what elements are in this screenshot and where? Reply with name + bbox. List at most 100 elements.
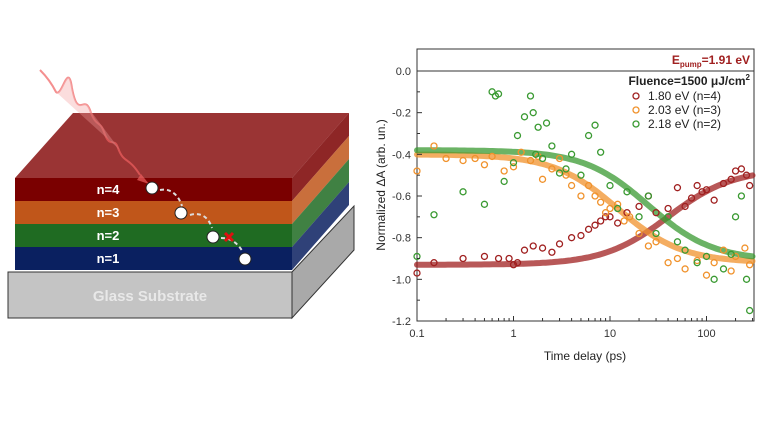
data-point-series-2 — [555, 169, 564, 177]
data-point-series-1 — [673, 254, 682, 263]
data-point-series-1 — [606, 204, 614, 213]
data-point-series-2 — [538, 154, 547, 163]
y-axis-label: Normalized ΔA (arb. un.) — [374, 119, 388, 250]
data-point-series-2 — [635, 213, 643, 221]
layer-side-n=3 — [292, 136, 349, 224]
data-point-series-0 — [430, 259, 438, 267]
data-point-series-2 — [567, 150, 576, 158]
data-point-series-2 — [664, 213, 672, 221]
data-point-series-2 — [710, 275, 718, 283]
legend-marker — [632, 106, 640, 114]
data-point-series-2 — [737, 192, 746, 200]
data-point-series-2 — [746, 306, 754, 315]
layer-front-n=3 — [15, 201, 292, 224]
data-point-series-1 — [693, 256, 701, 265]
data-point-series-2 — [480, 200, 489, 208]
layer-side-n=2 — [292, 159, 349, 247]
data-point-series-1 — [459, 156, 467, 165]
data-point-series-2 — [584, 131, 593, 140]
data-point-series-1 — [596, 198, 605, 206]
data-point-series-2 — [613, 204, 622, 213]
data-point-series-1 — [601, 209, 610, 217]
data-point-series-1 — [517, 148, 525, 156]
data-point-series-0 — [520, 246, 529, 254]
data-point-series-2 — [577, 171, 585, 179]
layer-label: n=2 — [97, 228, 120, 243]
data-point-series-0 — [727, 175, 735, 183]
data-point-series-2 — [529, 109, 537, 117]
data-point-series-1 — [710, 259, 718, 267]
data-point-series-0 — [737, 165, 746, 173]
data-point-series-0 — [567, 234, 576, 242]
layer-label: n=3 — [97, 205, 120, 220]
data-point-series-1 — [509, 163, 518, 171]
data-point-series-0 — [513, 259, 522, 267]
data-point-series-1 — [652, 238, 660, 246]
chart: 0.0 -0.2 -0.4 -0.6 -0.8 -1.0 -1.20.1 1 10 100 Epu… — [374, 48, 756, 363]
data-point-series-1 — [567, 181, 576, 190]
layer-side-n=1 — [292, 182, 349, 270]
data-point-series-1 — [613, 200, 622, 208]
data-point-series-0 — [413, 269, 421, 277]
data-point-series-2 — [520, 113, 529, 121]
data-point-series-1 — [681, 265, 689, 273]
data-point-series-1 — [500, 167, 508, 175]
data-point-series-1 — [746, 261, 754, 269]
data-point-series-2 — [719, 265, 728, 273]
data-point-series-2 — [652, 229, 660, 238]
blocked-x-icon — [223, 231, 235, 243]
data-point-series-1 — [727, 267, 735, 275]
data-point-series-0 — [719, 179, 728, 188]
data-point-series-1 — [719, 246, 728, 254]
data-point-series-0 — [480, 252, 489, 261]
y-tick-label: -1.2 — [392, 316, 411, 328]
data-point-series-2 — [591, 121, 599, 129]
data-point-series-0 — [596, 217, 605, 225]
layer-side-n=4 — [292, 113, 349, 201]
data-point-series-0 — [742, 171, 751, 179]
data-point-series-1 — [741, 244, 749, 252]
data-point-series-0 — [509, 261, 518, 269]
x-tick-label: 1 — [510, 328, 516, 340]
data-point-series-2 — [500, 177, 508, 186]
plot-frame — [416, 48, 755, 322]
data-point-series-2 — [509, 159, 518, 167]
y-tick-label: -0.2 — [392, 108, 411, 120]
fluence-text: Fluence=1500 μJ/cm — [628, 74, 745, 88]
carrier-path — [145, 181, 252, 266]
fluence-sup: 2 — [746, 73, 751, 82]
data-point-series-2 — [413, 252, 421, 261]
pump-annotation: Epump=1.91 eV — [672, 53, 750, 69]
data-point-series-1 — [526, 156, 535, 165]
legend-marker — [632, 92, 640, 100]
data-point-series-2 — [494, 90, 503, 98]
data-point-series-1 — [664, 259, 672, 267]
y-tick-label: -0.6 — [392, 191, 411, 203]
data-point-series-1 — [644, 242, 653, 250]
data-point-series-0 — [687, 194, 696, 202]
carrier-n3 — [174, 206, 188, 220]
data-point-series-0 — [494, 254, 503, 263]
data-point-series-0 — [731, 167, 740, 175]
data-point-series-1 — [620, 217, 628, 225]
data-point-series-0 — [613, 219, 622, 227]
data-point-series-1 — [591, 192, 599, 200]
data-point-series-0 — [601, 213, 610, 221]
data-point-series-1 — [430, 142, 438, 150]
data-point-series-0 — [702, 186, 711, 194]
data-point-series-1 — [577, 192, 585, 200]
data-point-series-0 — [710, 196, 718, 204]
data-point-series-2 — [727, 250, 735, 258]
layer-label: n=4 — [97, 182, 121, 197]
fit-line-2 — [414, 147, 756, 260]
data-point-series-1 — [488, 152, 496, 161]
legend: 1.80 eV (n=4)2.03 eV (n=3)2.18 eV (n=2) — [632, 89, 721, 131]
legend-marker — [632, 120, 640, 128]
data-point-series-1 — [538, 175, 547, 183]
fluence-annotation: Fluence=1500 μJ/cm2 — [628, 73, 750, 88]
legend-label: 2.18 eV (n=2) — [648, 117, 721, 131]
layer-front-n=1 — [15, 247, 292, 270]
data-point-series-0 — [529, 242, 537, 250]
data-point-series-0 — [548, 248, 556, 256]
